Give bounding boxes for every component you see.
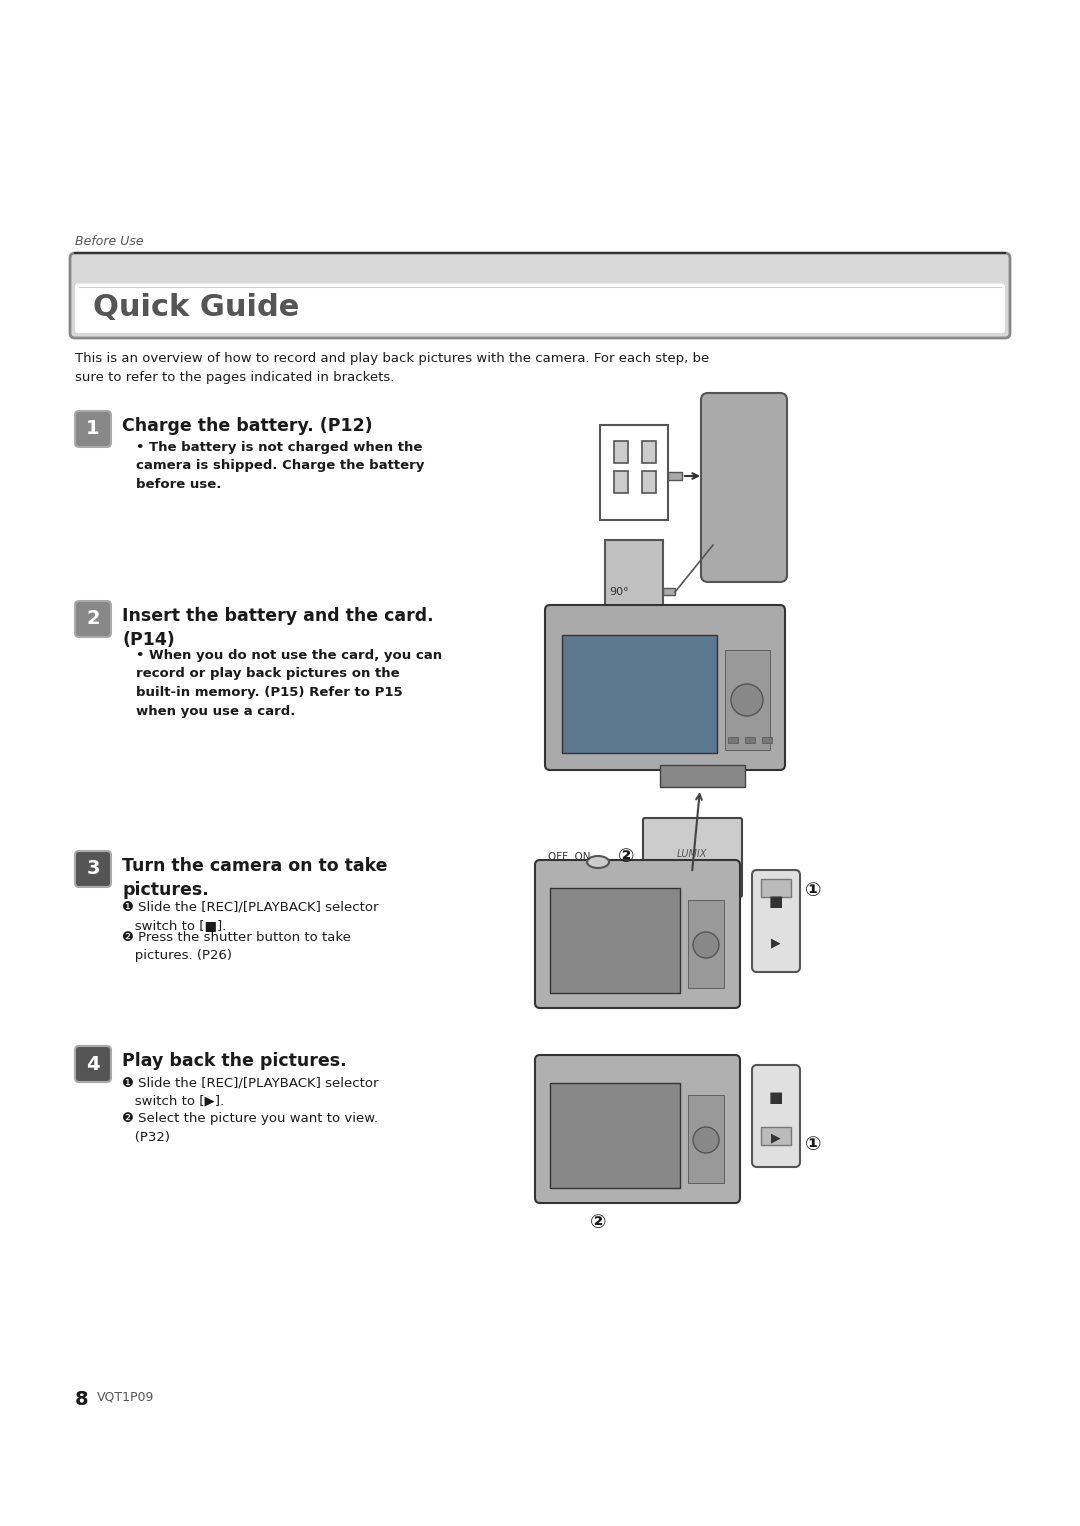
Bar	[688, 1096, 724, 1183]
Bar	[728, 737, 738, 743]
Ellipse shape	[693, 1128, 719, 1154]
Text: ①: ①	[805, 881, 822, 899]
FancyBboxPatch shape	[75, 601, 111, 636]
FancyBboxPatch shape	[535, 1054, 740, 1202]
Text: OFF  ON: OFF ON	[548, 852, 591, 862]
Text: 4: 4	[86, 1054, 99, 1073]
Text: LUMIX: LUMIX	[677, 848, 707, 859]
Text: ▶: ▶	[771, 937, 781, 949]
Text: 90°: 90°	[609, 588, 629, 597]
Text: ❶ Slide the [REC]/[PLAYBACK] selector
   switch to [■].: ❶ Slide the [REC]/[PLAYBACK] selector sw…	[122, 900, 378, 932]
FancyBboxPatch shape	[70, 253, 1010, 337]
Text: Charge the battery. (P12): Charge the battery. (P12)	[122, 417, 373, 435]
Text: This is an overview of how to record and play back pictures with the camera. For: This is an overview of how to record and…	[75, 353, 710, 385]
Bar	[600, 426, 669, 520]
Text: • The battery is not charged when the
camera is shipped. Charge the battery
befo: • The battery is not charged when the ca…	[136, 441, 424, 491]
Bar	[550, 888, 680, 993]
Text: Insert the battery and the card.
(P14): Insert the battery and the card. (P14)	[122, 607, 434, 649]
Bar	[761, 1128, 791, 1144]
FancyBboxPatch shape	[643, 818, 742, 897]
Text: Before Use: Before Use	[75, 235, 144, 249]
Text: ❷ Press the shutter button to take
   pictures. (P26): ❷ Press the shutter button to take pictu…	[122, 931, 351, 963]
Ellipse shape	[693, 932, 719, 958]
Bar	[660, 765, 745, 787]
Bar	[669, 472, 681, 481]
FancyBboxPatch shape	[752, 870, 800, 972]
Text: ❶ Slide the [REC]/[PLAYBACK] selector
   switch to [▶].: ❶ Slide the [REC]/[PLAYBACK] selector sw…	[122, 1076, 378, 1108]
Text: ①: ①	[805, 1135, 822, 1155]
Text: Turn the camera on to take
pictures.: Turn the camera on to take pictures.	[122, 858, 388, 899]
Ellipse shape	[588, 856, 609, 868]
Text: 1: 1	[86, 420, 99, 438]
Bar	[615, 472, 627, 493]
Bar	[745, 737, 755, 743]
Bar	[605, 540, 663, 630]
Text: 8: 8	[75, 1390, 89, 1408]
FancyBboxPatch shape	[75, 410, 111, 447]
Bar	[725, 650, 770, 749]
Text: VQT1P09: VQT1P09	[97, 1390, 154, 1402]
FancyBboxPatch shape	[701, 394, 787, 581]
Text: • When you do not use the card, you can
record or play back pictures on the
buil: • When you do not use the card, you can …	[136, 649, 442, 717]
Text: 2: 2	[86, 609, 99, 629]
Ellipse shape	[731, 684, 762, 716]
FancyBboxPatch shape	[75, 284, 1005, 333]
Bar	[761, 879, 791, 897]
FancyBboxPatch shape	[75, 1045, 111, 1082]
Bar	[562, 635, 717, 752]
Bar	[688, 900, 724, 987]
FancyBboxPatch shape	[75, 852, 111, 887]
FancyBboxPatch shape	[752, 1065, 800, 1167]
Bar	[762, 737, 772, 743]
Bar	[615, 441, 627, 462]
Text: ❷ Select the picture you want to view.
   (P32): ❷ Select the picture you want to view. (…	[122, 1112, 378, 1143]
Text: ②: ②	[590, 1213, 607, 1233]
Bar	[550, 1083, 680, 1189]
Text: 3: 3	[86, 859, 99, 879]
Text: ■: ■	[769, 1090, 783, 1105]
Bar	[642, 441, 656, 462]
Text: ②: ②	[618, 847, 635, 867]
Bar	[642, 472, 656, 493]
FancyBboxPatch shape	[545, 604, 785, 771]
Text: ■: ■	[769, 894, 783, 909]
Text: Play back the pictures.: Play back the pictures.	[122, 1051, 347, 1070]
Text: ▶: ▶	[771, 1131, 781, 1144]
Bar	[663, 588, 675, 595]
FancyBboxPatch shape	[535, 861, 740, 1009]
Text: Quick Guide: Quick Guide	[93, 293, 299, 322]
